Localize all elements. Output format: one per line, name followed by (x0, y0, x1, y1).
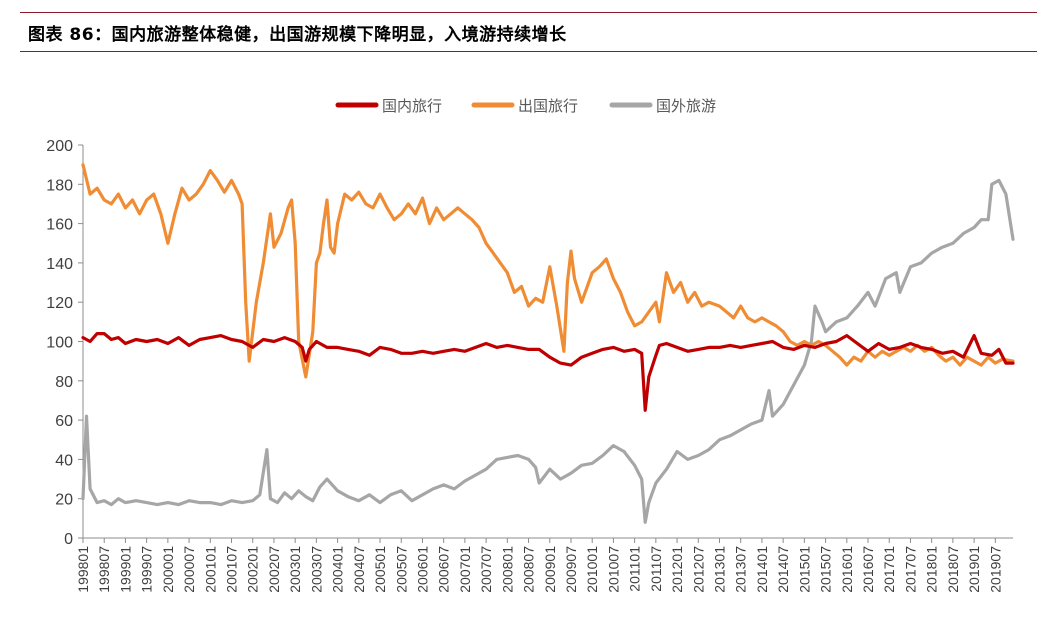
x-tick-label: 200501 (372, 546, 388, 593)
x-tick-label: 201307 (733, 546, 749, 593)
x-tick-label: 201007 (605, 546, 621, 593)
figure-title: 图表 86：国内旅游整体稳健，出国游规模下降明显，入境游持续增长 (28, 25, 567, 45)
domestic-series-line (81, 332, 1015, 412)
y-tick-label: 20 (55, 492, 73, 509)
y-tick-label: 80 (55, 374, 73, 391)
legend: 国内旅行 出国旅行 国外旅游 (335, 98, 716, 115)
x-tick-label: 200107 (224, 546, 240, 593)
x-tick-label: 200601 (414, 546, 430, 593)
x-tick-label: 200307 (308, 546, 324, 593)
x-tick-label: 200401 (330, 546, 346, 593)
y-axis: 0 20 40 60 80 100 120 140 160 180 200 (46, 138, 84, 548)
x-tick-label: 200907 (563, 546, 579, 593)
x-tick-label: 200207 (266, 546, 282, 593)
legend-item-domestic: 国内旅行 (335, 98, 442, 115)
x-tick-label: 201501 (796, 546, 812, 593)
series-lines (81, 163, 1015, 524)
x-tick-label: 199901 (117, 546, 133, 593)
legend-label: 出国旅行 (518, 98, 578, 115)
x-tick-label: 201601 (839, 546, 855, 593)
x-tick-label: 201607 (860, 546, 876, 593)
y-tick-label: 120 (46, 295, 73, 312)
title-bottom-rule (20, 51, 1037, 52)
legend-label: 国外旅游 (656, 98, 716, 115)
x-tick-label: 201907 (987, 546, 1003, 593)
x-tick-label: 201807 (945, 546, 961, 593)
y-tick-label: 100 (46, 335, 73, 352)
legend-item-inbound: 国外旅游 (609, 98, 716, 115)
legend-label: 国内旅行 (382, 98, 442, 115)
x-tick-label: 201107 (648, 546, 664, 592)
x-tick-label: 201707 (902, 546, 918, 593)
x-tick-label: 200007 (181, 546, 197, 593)
x-tick-label: 200801 (499, 546, 515, 593)
x-tick-label: 201401 (754, 546, 770, 593)
x-tick-label: 201201 (669, 546, 685, 593)
x-tick-label: 199801 (75, 546, 91, 593)
title-top-rule (20, 12, 1037, 13)
x-tick-label: 200901 (542, 546, 558, 593)
y-tick-label: 180 (46, 177, 73, 194)
y-tick-label: 60 (55, 413, 73, 430)
x-tick-label: 200607 (436, 546, 452, 593)
y-tick-label: 200 (46, 138, 73, 155)
outbound-series-line (81, 163, 1015, 379)
x-axis: 199801 199807 199901 199907 200001 200007 2001… (75, 537, 1013, 593)
y-tick-label: 0 (64, 531, 73, 548)
x-tick-label: 199907 (139, 546, 155, 593)
x-tick-label: 201507 (818, 546, 834, 593)
x-tick-label: 200001 (160, 546, 176, 593)
x-tick-label: 201801 (924, 546, 940, 593)
x-tick-label: 201407 (775, 546, 791, 593)
x-tick-label: 201101 (627, 546, 643, 592)
x-tick-label: 200507 (393, 546, 409, 593)
x-tick-label: 200201 (245, 546, 261, 593)
x-tick-label: 200407 (351, 546, 367, 593)
x-tick-label: 200301 (287, 546, 303, 593)
x-tick-label: 199807 (96, 546, 112, 593)
x-tick-label: 201701 (881, 546, 897, 593)
y-tick-label: 40 (55, 452, 73, 469)
x-tick-label: 200807 (521, 546, 537, 593)
x-tick-label: 200701 (457, 546, 473, 593)
x-tick-label: 201001 (584, 546, 600, 593)
y-tick-label: 160 (46, 217, 73, 234)
x-tick-label: 201901 (966, 546, 982, 593)
x-tick-label: 201207 (690, 546, 706, 593)
inbound-series-line (81, 178, 1015, 524)
x-tick-label: 201301 (712, 546, 728, 593)
y-tick-label: 140 (46, 256, 73, 273)
x-tick-label: 200707 (478, 546, 494, 593)
x-tick-label: 200101 (202, 546, 218, 593)
legend-item-outbound: 出国旅行 (471, 98, 578, 115)
